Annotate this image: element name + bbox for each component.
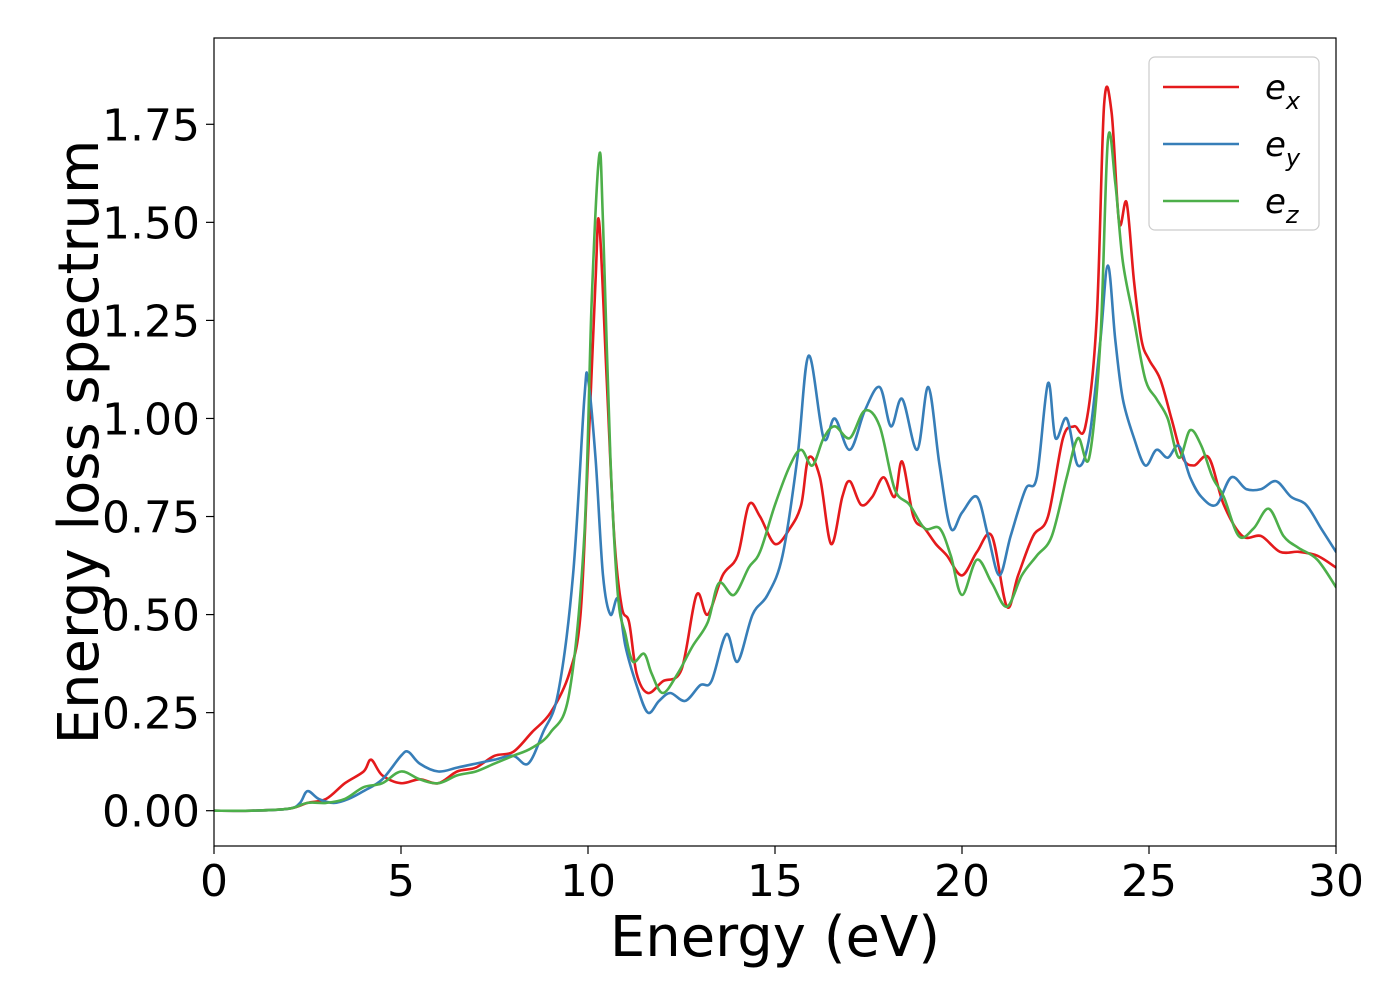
y-tick-label: 0.50 (102, 591, 200, 642)
y-tick-label: 0.00 (102, 787, 200, 838)
legend: ex ey ez (1148, 56, 1320, 231)
x-tick-label: 30 (1308, 856, 1364, 907)
legend-label: ez (1265, 182, 1300, 229)
x-tick-label: 10 (560, 856, 616, 907)
series-line-y (214, 264, 1336, 813)
series-layer (214, 85, 1336, 813)
x-tick-label: 20 (934, 856, 990, 907)
legend-label: ex (1265, 68, 1301, 115)
y-tick-label: 1.75 (102, 100, 200, 151)
y-tick-label: 1.00 (102, 394, 200, 445)
x-tick-label: 15 (747, 856, 803, 907)
y-tick-label: 1.50 (102, 198, 200, 249)
series-line-z (214, 131, 1336, 813)
y-tick-label: 0.25 (102, 689, 200, 740)
x-axis-label: Energy (eV) (610, 905, 940, 970)
y-axis: 0.00 0.25 0.50 0.75 1.00 1.25 1.50 1.75 (102, 100, 214, 838)
y-tick-label: 0.75 (102, 493, 200, 544)
y-tick-label: 1.25 (102, 296, 200, 347)
legend-label: ey (1265, 125, 1301, 172)
legend-item-z: ez (1163, 182, 1300, 229)
legend-item-y: ey (1163, 125, 1301, 172)
x-tick-label: 25 (1121, 856, 1177, 907)
series-line-x (214, 85, 1336, 813)
x-tick-label: 0 (200, 856, 228, 907)
x-tick-label: 5 (387, 856, 415, 907)
y-axis-label: Energy loss spectrum (47, 140, 112, 745)
x-axis: 0 5 10 15 20 25 30 (200, 846, 1364, 907)
legend-item-x: ex (1163, 68, 1301, 115)
